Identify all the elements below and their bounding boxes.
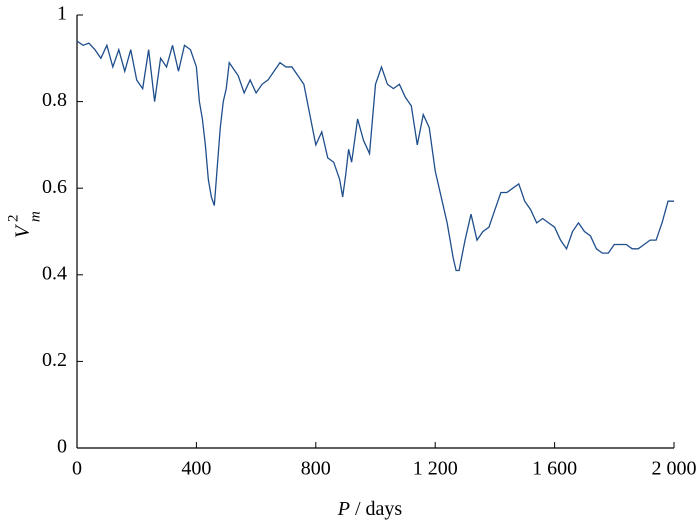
y-tick-label: 0 xyxy=(57,436,67,458)
y-tick-label: 1 xyxy=(57,3,67,25)
y-label-sub: m xyxy=(27,211,43,222)
y-tick-label: 0.6 xyxy=(42,176,67,198)
x-label-var: P xyxy=(337,498,350,520)
x-label-unit: / days xyxy=(355,498,402,520)
y-tick-label: 0.8 xyxy=(42,89,67,111)
x-axis-label: P / days xyxy=(337,498,403,520)
x-tick-label: 800 xyxy=(301,458,331,480)
y-label-base: V xyxy=(12,223,34,238)
y-axis-label: V m 2 xyxy=(5,211,43,238)
x-tick-label: 1 600 xyxy=(532,458,577,480)
y-tick-label: 0.2 xyxy=(42,349,67,371)
y-label-sup: 2 xyxy=(5,215,21,223)
x-tick-label: 1 200 xyxy=(413,458,458,480)
x-tick-label: 2 000 xyxy=(652,458,697,480)
data-line xyxy=(76,40,674,272)
x-tick-label: 0 xyxy=(72,458,82,480)
x-tick-label: 400 xyxy=(181,458,211,480)
y-tick-label: 0.4 xyxy=(42,262,67,284)
